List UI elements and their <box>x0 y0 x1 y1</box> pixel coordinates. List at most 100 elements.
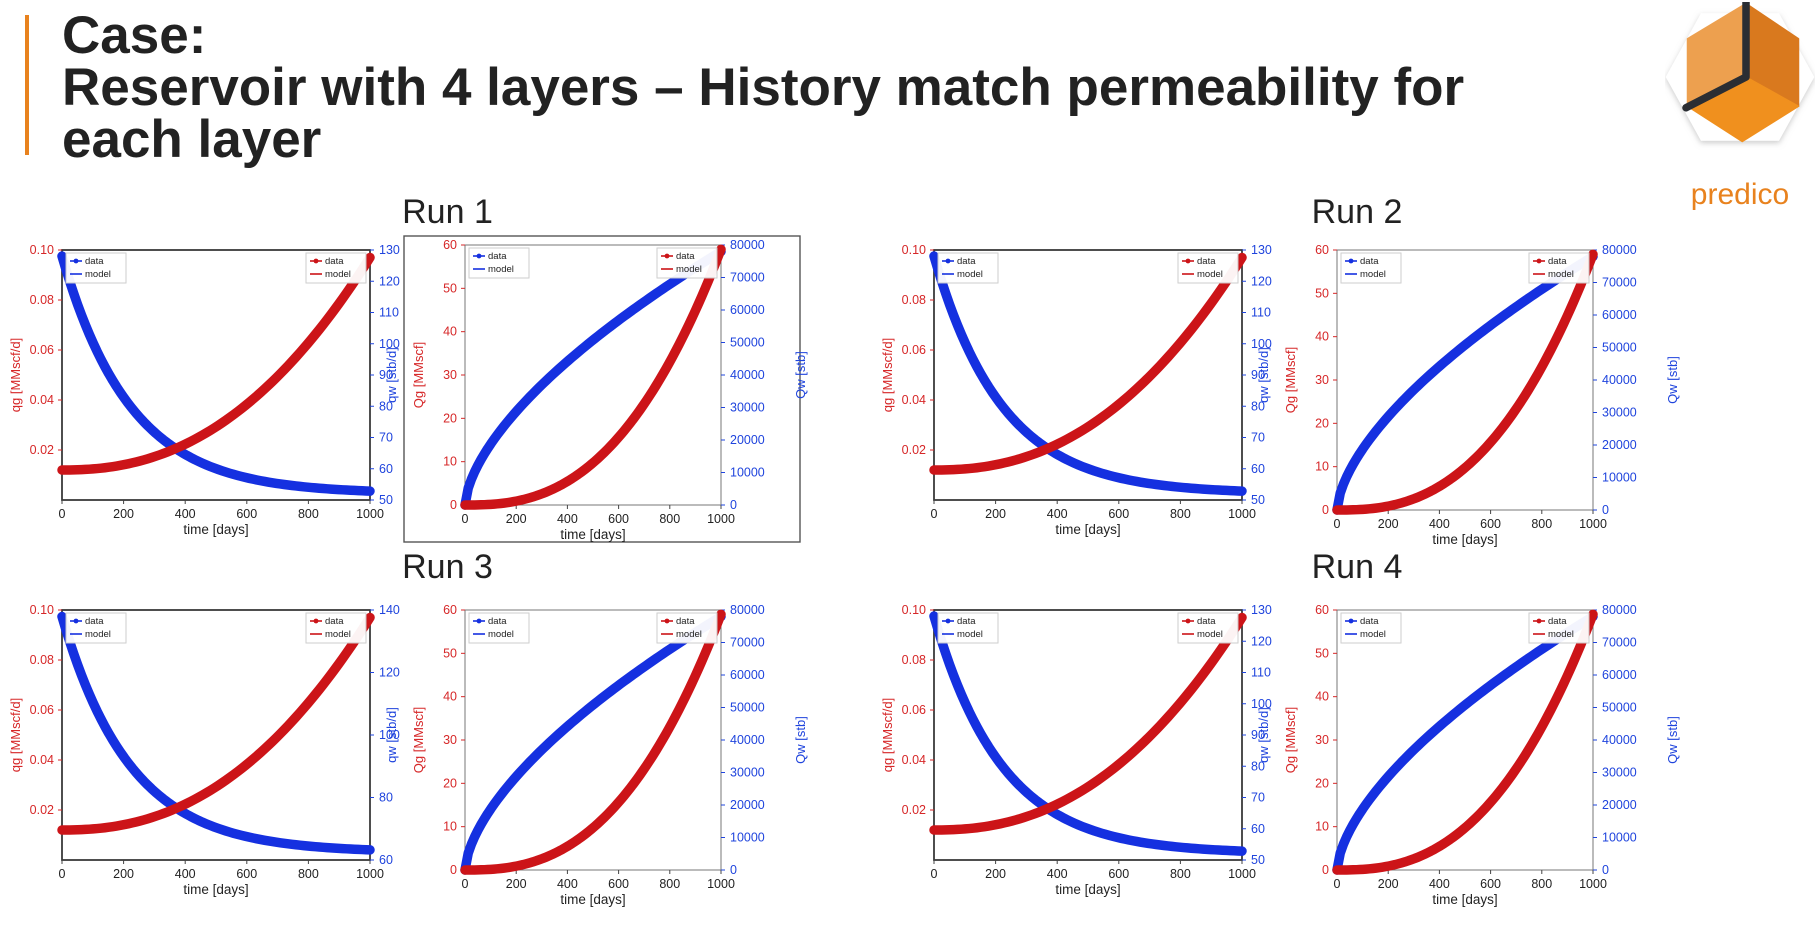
svg-text:0: 0 <box>730 498 737 512</box>
svg-text:model: model <box>957 269 983 280</box>
svg-text:20: 20 <box>443 411 457 425</box>
svg-text:data: data <box>85 616 104 627</box>
svg-text:time [days]: time [days] <box>1055 522 1120 537</box>
svg-text:60000: 60000 <box>1602 668 1637 682</box>
svg-text:model: model <box>676 629 702 640</box>
svg-text:0.10: 0.10 <box>30 243 54 257</box>
svg-text:0.08: 0.08 <box>902 653 926 667</box>
svg-text:0.06: 0.06 <box>30 703 54 717</box>
svg-text:400: 400 <box>1047 867 1068 881</box>
svg-text:Qw [stb]: Qw [stb] <box>1665 716 1680 764</box>
svg-text:Qg [MMscf]: Qg [MMscf] <box>411 707 426 773</box>
svg-text:0: 0 <box>450 498 457 512</box>
svg-text:130: 130 <box>1251 603 1272 617</box>
svg-text:1000: 1000 <box>356 867 384 881</box>
svg-text:60000: 60000 <box>730 668 765 682</box>
svg-text:10: 10 <box>443 820 457 834</box>
svg-text:30000: 30000 <box>730 766 765 780</box>
svg-text:400: 400 <box>175 867 196 881</box>
svg-text:130: 130 <box>379 243 400 257</box>
svg-text:data: data <box>325 256 344 267</box>
svg-text:60: 60 <box>1251 822 1265 836</box>
svg-text:50: 50 <box>1315 646 1329 660</box>
svg-text:30: 30 <box>1315 373 1329 387</box>
svg-text:800: 800 <box>1170 507 1191 521</box>
svg-text:0: 0 <box>462 877 469 891</box>
svg-text:200: 200 <box>985 507 1006 521</box>
svg-text:600: 600 <box>1480 517 1501 531</box>
svg-text:time [days]: time [days] <box>183 522 248 537</box>
svg-text:50: 50 <box>443 281 457 295</box>
svg-text:800: 800 <box>1531 877 1552 891</box>
svg-text:model: model <box>488 629 514 640</box>
svg-text:0.08: 0.08 <box>30 653 54 667</box>
svg-text:30000: 30000 <box>1602 766 1637 780</box>
svg-text:40000: 40000 <box>1602 733 1637 747</box>
svg-text:qw [stb/d]: qw [stb/d] <box>384 707 399 763</box>
svg-text:qw [stb/d]: qw [stb/d] <box>1256 707 1271 763</box>
svg-text:20: 20 <box>1315 776 1329 790</box>
svg-text:600: 600 <box>236 507 257 521</box>
svg-text:50000: 50000 <box>730 336 765 350</box>
svg-text:60: 60 <box>443 238 457 252</box>
svg-text:40000: 40000 <box>1602 373 1637 387</box>
svg-text:10000: 10000 <box>1602 831 1637 845</box>
svg-text:Qw [stb]: Qw [stb] <box>793 351 808 399</box>
svg-text:0: 0 <box>1602 503 1609 517</box>
svg-text:0.10: 0.10 <box>902 603 926 617</box>
svg-text:0: 0 <box>1322 503 1329 517</box>
svg-text:110: 110 <box>1251 666 1271 680</box>
svg-text:50: 50 <box>443 646 457 660</box>
svg-text:0.04: 0.04 <box>902 393 926 407</box>
svg-text:30: 30 <box>443 368 457 382</box>
svg-text:200: 200 <box>985 867 1006 881</box>
svg-text:50: 50 <box>1251 853 1265 867</box>
svg-text:800: 800 <box>659 877 680 891</box>
svg-text:time [days]: time [days] <box>183 882 248 897</box>
svg-text:model: model <box>1360 629 1386 640</box>
svg-text:600: 600 <box>236 867 257 881</box>
svg-text:70000: 70000 <box>1602 636 1637 650</box>
svg-text:10000: 10000 <box>730 466 765 480</box>
svg-text:120: 120 <box>379 274 400 288</box>
svg-text:model: model <box>325 269 351 280</box>
svg-text:0.10: 0.10 <box>902 243 926 257</box>
svg-text:qw [stb/d]: qw [stb/d] <box>1256 347 1271 403</box>
svg-text:Qg [MMscf]: Qg [MMscf] <box>411 342 426 408</box>
svg-text:70000: 70000 <box>730 636 765 650</box>
svg-text:0.08: 0.08 <box>30 293 54 307</box>
svg-text:1000: 1000 <box>356 507 384 521</box>
svg-text:20: 20 <box>1315 416 1329 430</box>
svg-text:400: 400 <box>1429 517 1450 531</box>
svg-text:20: 20 <box>443 776 457 790</box>
svg-text:model: model <box>957 629 983 640</box>
svg-text:qg [MMscf/d]: qg [MMscf/d] <box>880 338 895 412</box>
svg-text:model: model <box>676 264 702 275</box>
svg-text:0: 0 <box>1334 517 1341 531</box>
svg-text:qg [MMscf/d]: qg [MMscf/d] <box>880 698 895 772</box>
svg-text:30: 30 <box>1315 733 1329 747</box>
svg-text:120: 120 <box>1251 634 1272 648</box>
svg-text:data: data <box>957 616 976 627</box>
svg-text:data: data <box>1548 256 1567 267</box>
svg-text:data: data <box>1360 256 1379 267</box>
svg-text:0.02: 0.02 <box>30 443 54 457</box>
svg-text:qw [stb/d]: qw [stb/d] <box>384 347 399 403</box>
svg-text:800: 800 <box>659 512 680 526</box>
svg-text:0: 0 <box>450 863 457 877</box>
svg-text:200: 200 <box>506 512 527 526</box>
svg-text:800: 800 <box>1531 517 1552 531</box>
svg-text:40: 40 <box>1315 330 1329 344</box>
svg-text:model: model <box>1548 269 1574 280</box>
svg-text:Qg [MMscf]: Qg [MMscf] <box>1283 347 1298 413</box>
svg-text:0: 0 <box>931 867 938 881</box>
svg-text:Qg [MMscf]: Qg [MMscf] <box>1283 707 1298 773</box>
svg-text:110: 110 <box>1251 306 1271 320</box>
svg-text:40000: 40000 <box>730 368 765 382</box>
svg-text:0.04: 0.04 <box>30 753 54 767</box>
svg-text:data: data <box>488 616 507 627</box>
svg-text:20000: 20000 <box>1602 438 1637 452</box>
svg-text:50000: 50000 <box>1602 341 1637 355</box>
svg-text:60: 60 <box>379 853 393 867</box>
svg-text:120: 120 <box>379 666 400 680</box>
